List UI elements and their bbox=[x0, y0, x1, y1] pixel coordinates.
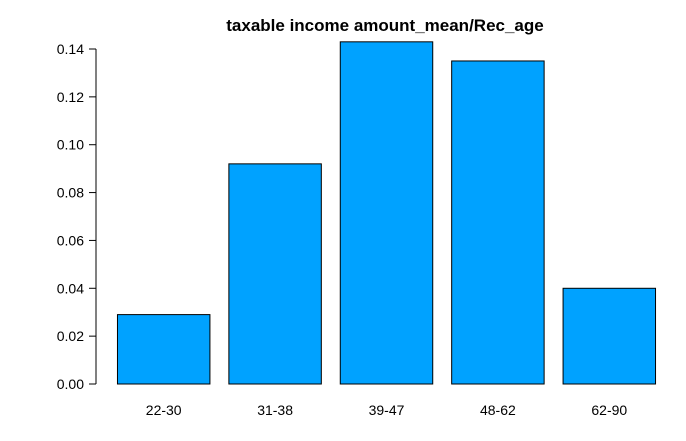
bar-62-90 bbox=[562, 287, 657, 385]
y-tick-label: 0.04 bbox=[57, 280, 84, 296]
bar-48-62 bbox=[451, 60, 545, 385]
y-axis: 0.00 0.02 0.04 0.06 0.08 0.10 0.12 0.14 bbox=[57, 41, 97, 392]
bars bbox=[116, 41, 657, 385]
y-tick-label: 0.10 bbox=[57, 137, 84, 153]
bar-31-38 bbox=[228, 163, 322, 385]
bar-39-47 bbox=[339, 41, 434, 385]
y-tick-label: 0.14 bbox=[57, 41, 84, 57]
y-tick-label: 0.00 bbox=[57, 376, 84, 392]
chart-title: taxable income amount_mean/Rec_age bbox=[226, 16, 543, 35]
x-tick-label: 48-62 bbox=[480, 402, 516, 418]
y-tick-label: 0.08 bbox=[57, 185, 84, 201]
y-tick-label: 0.02 bbox=[57, 328, 84, 344]
x-tick-label: 31-38 bbox=[257, 402, 293, 418]
y-tick-label: 0.06 bbox=[57, 232, 84, 248]
x-axis-labels: 22-30 31-38 39-47 48-62 62-90 bbox=[146, 402, 628, 418]
y-tick-label: 0.12 bbox=[57, 89, 84, 105]
x-tick-label: 22-30 bbox=[146, 402, 182, 418]
bar-22-30 bbox=[116, 314, 211, 385]
x-tick-label: 39-47 bbox=[369, 402, 405, 418]
x-tick-label: 62-90 bbox=[591, 402, 627, 418]
